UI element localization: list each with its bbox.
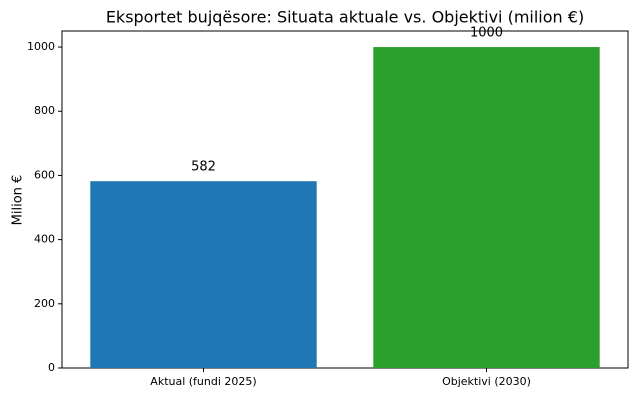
y-axis-label: Milion € xyxy=(11,175,26,226)
y-tick-label: 0 xyxy=(48,361,55,374)
bar xyxy=(373,47,600,369)
value-label: 582 xyxy=(191,160,216,175)
bar xyxy=(90,181,317,368)
plot-frame xyxy=(61,30,629,369)
y-tick-label: 600 xyxy=(34,168,55,181)
x-tick-label: Objektivi (2030) xyxy=(442,375,531,388)
value-label: 1000 xyxy=(470,26,503,41)
y-tick-label: 1000 xyxy=(27,40,55,53)
x-tick-label: Aktual (fundi 2025) xyxy=(150,375,256,388)
y-tick-label: 400 xyxy=(34,233,55,246)
y-tick-label: 200 xyxy=(34,297,55,310)
chart-title: Eksportet bujqësore: Situata aktuale vs.… xyxy=(106,8,584,27)
y-tick-label: 800 xyxy=(34,104,55,117)
